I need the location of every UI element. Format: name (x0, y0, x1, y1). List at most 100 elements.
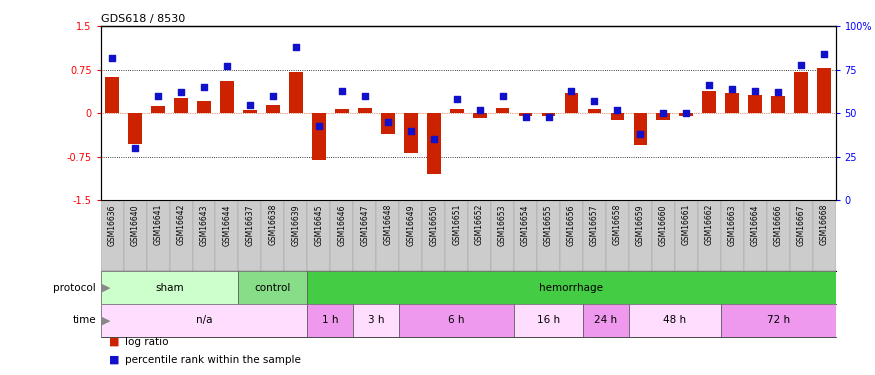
Bar (238, 271, 307, 304)
Point (151, 93, 165, 99)
Text: GSM16655: GSM16655 (544, 204, 553, 246)
Point (634, 131, 648, 137)
Bar (423, 201, 445, 271)
Text: GSM16646: GSM16646 (337, 204, 346, 246)
Bar (588, 109, 601, 113)
Bar (656, 113, 670, 120)
Text: protocol: protocol (53, 283, 96, 292)
Bar (496, 108, 509, 113)
Point (128, 145, 142, 151)
Text: GSM16657: GSM16657 (590, 204, 599, 246)
Point (174, 90, 188, 96)
Point (105, 55, 119, 61)
Text: ■: ■ (109, 337, 120, 347)
Point (679, 110, 693, 116)
Bar (445, 201, 468, 271)
Bar (147, 201, 170, 271)
Bar (652, 201, 675, 271)
Text: GSM16638: GSM16638 (269, 204, 277, 245)
Bar (307, 201, 331, 271)
Text: GSM16643: GSM16643 (200, 204, 208, 246)
Text: GSM16663: GSM16663 (728, 204, 737, 246)
Point (817, 51, 831, 57)
Point (519, 114, 533, 120)
Bar (427, 113, 441, 174)
Bar (151, 106, 164, 113)
Point (611, 107, 625, 113)
Bar (101, 201, 123, 271)
Text: 1 h: 1 h (322, 315, 339, 326)
Bar (583, 304, 629, 337)
Text: GDS618 / 8530: GDS618 / 8530 (101, 14, 185, 24)
Bar (238, 201, 262, 271)
Point (656, 110, 670, 116)
Text: 3 h: 3 h (368, 315, 384, 326)
Text: GSM16640: GSM16640 (130, 204, 140, 246)
Text: GSM16642: GSM16642 (177, 204, 185, 245)
Point (495, 93, 509, 99)
Bar (399, 304, 514, 337)
Bar (358, 108, 372, 113)
Point (564, 88, 578, 94)
Bar (817, 68, 831, 113)
Bar (101, 304, 307, 337)
Bar (790, 201, 813, 271)
Bar (123, 201, 147, 271)
Text: GSM16653: GSM16653 (498, 204, 507, 246)
Bar (243, 111, 257, 113)
Point (794, 62, 808, 68)
Bar (629, 304, 721, 337)
Bar (766, 201, 790, 271)
Text: n/a: n/a (196, 315, 213, 326)
Point (587, 98, 601, 104)
Bar (542, 113, 556, 116)
Text: GSM16668: GSM16668 (820, 204, 829, 245)
Bar (101, 271, 238, 304)
Bar (703, 91, 717, 113)
Text: GSM16636: GSM16636 (108, 204, 116, 246)
Bar (129, 113, 142, 144)
Text: ▶: ▶ (102, 283, 111, 292)
Text: sham: sham (155, 283, 184, 292)
Text: GSM16647: GSM16647 (360, 204, 369, 246)
Point (289, 44, 303, 50)
Bar (813, 201, 836, 271)
Bar (376, 201, 399, 271)
Bar (560, 201, 583, 271)
Bar (197, 100, 211, 113)
Text: hemorrhage: hemorrhage (540, 283, 604, 292)
Bar (675, 201, 698, 271)
Bar (307, 304, 354, 337)
Bar (725, 93, 739, 113)
Bar (537, 201, 560, 271)
Bar (629, 201, 652, 271)
Point (771, 90, 785, 96)
Bar (744, 201, 766, 271)
Bar (721, 201, 744, 271)
Bar (381, 113, 395, 134)
Bar (772, 96, 785, 113)
Text: log ratio: log ratio (125, 337, 169, 347)
Point (358, 93, 372, 99)
Point (542, 114, 556, 120)
Point (450, 96, 464, 102)
Point (266, 93, 280, 99)
Bar (748, 95, 762, 113)
Text: GSM16662: GSM16662 (704, 204, 714, 245)
Point (403, 128, 417, 134)
Text: time: time (73, 315, 96, 326)
Text: GSM16650: GSM16650 (429, 204, 438, 246)
Text: GSM16666: GSM16666 (774, 204, 783, 246)
Text: GSM16659: GSM16659 (636, 204, 645, 246)
Bar (354, 201, 376, 271)
Bar (514, 201, 537, 271)
Text: GSM16660: GSM16660 (659, 204, 668, 246)
Bar (564, 93, 578, 113)
Text: 72 h: 72 h (766, 315, 790, 326)
Point (243, 102, 257, 108)
Bar (266, 105, 280, 113)
Bar (105, 77, 119, 113)
Bar (170, 201, 192, 271)
Bar (721, 304, 836, 337)
Bar (634, 113, 648, 145)
